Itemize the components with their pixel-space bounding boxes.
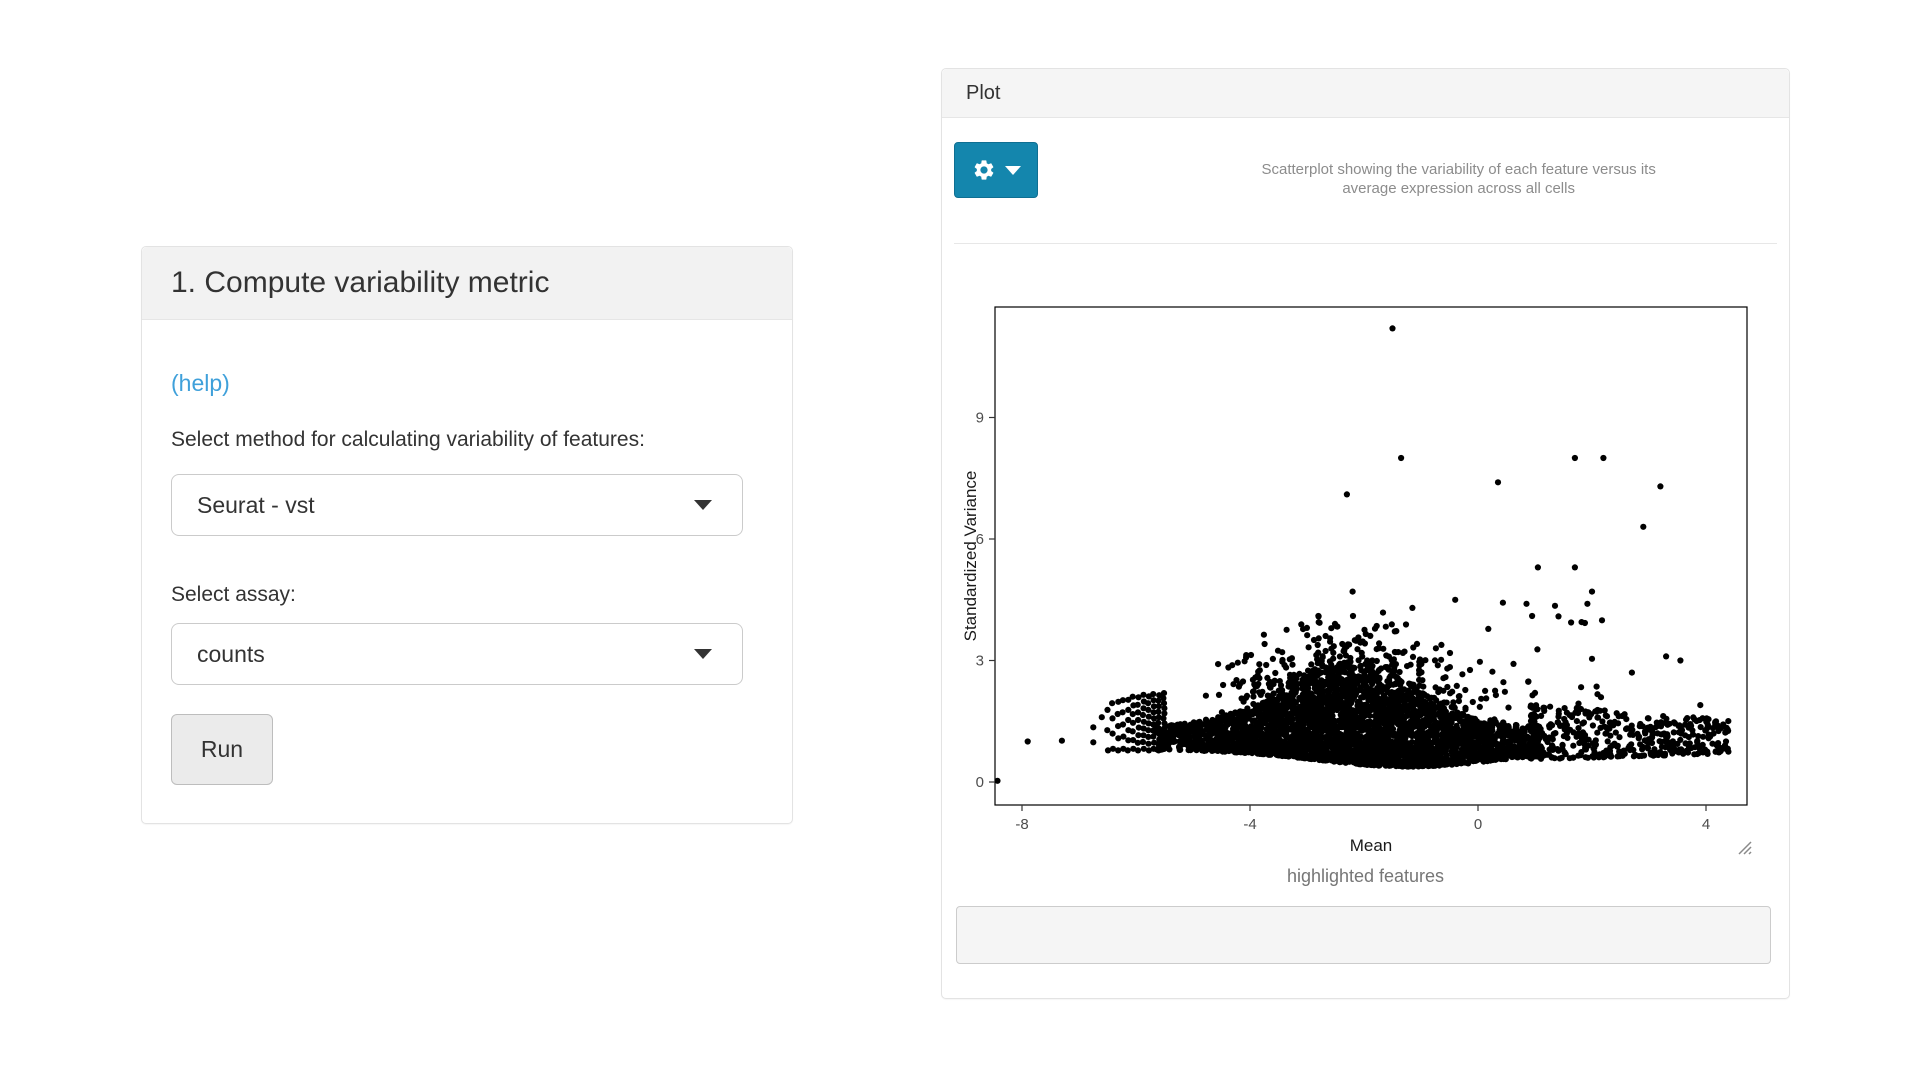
x-tick-label: 4 bbox=[1702, 816, 1710, 833]
plot-caption-line2: average expression across all cells bbox=[1342, 180, 1575, 197]
plot-panel-header: Plot bbox=[942, 69, 1789, 118]
compute-variability-panel: 1. Compute variability metric (help) Sel… bbox=[141, 246, 793, 824]
plot-panel-title: Plot bbox=[966, 81, 1001, 104]
assay-select[interactable]: counts bbox=[171, 623, 743, 685]
plot-panel-body: Scatterplot showing the variability of e… bbox=[942, 118, 1789, 999]
compute-variability-panel-header: 1. Compute variability metric bbox=[142, 247, 792, 320]
x-tick-label: -4 bbox=[1243, 816, 1256, 833]
resize-grip-icon[interactable] bbox=[1738, 841, 1752, 855]
divider bbox=[954, 243, 1777, 244]
scatter-points bbox=[995, 325, 1732, 784]
method-select-value: Seurat - vst bbox=[197, 491, 315, 518]
plot-caption: Scatterplot showing the variability of e… bbox=[1154, 160, 1764, 198]
assay-select-label: Select assay: bbox=[171, 583, 296, 606]
highlighted-features-input[interactable] bbox=[956, 906, 1771, 964]
caret-down-icon bbox=[1004, 165, 1021, 175]
x-tick-label: 0 bbox=[1474, 816, 1482, 833]
compute-variability-panel-body: (help) Select method for calculating var… bbox=[142, 320, 792, 823]
help-link[interactable]: (help) bbox=[171, 370, 230, 396]
gear-icon bbox=[972, 158, 996, 182]
method-select-label: Select method for calculating variabilit… bbox=[171, 428, 645, 451]
variable-features-scatterplot: -8 -4 0 4 0 3 6 9 Mean Standardized Variance bbox=[961, 282, 1769, 862]
assay-select-value: counts bbox=[197, 640, 265, 667]
caret-down-icon bbox=[694, 649, 712, 659]
y-tick-label: 9 bbox=[976, 410, 984, 427]
method-select[interactable]: Seurat - vst bbox=[171, 474, 743, 536]
caret-down-icon bbox=[694, 500, 712, 510]
run-button[interactable]: Run bbox=[171, 714, 273, 785]
y-tick-label: 6 bbox=[976, 531, 984, 548]
plot-options-dropdown-button[interactable] bbox=[954, 142, 1038, 198]
highlighted-features-label: highlighted features bbox=[1286, 866, 1445, 886]
x-tick-label: -8 bbox=[1015, 816, 1028, 833]
panel-title: 1. Compute variability metric bbox=[171, 266, 550, 299]
y-axis-title: Standardized Variance bbox=[962, 471, 980, 642]
x-axis-title: Mean bbox=[1350, 836, 1393, 855]
plot-panel: Plot Scatterplot showing the variability… bbox=[941, 68, 1790, 999]
plot-caption-line1: Scatterplot showing the variability of e… bbox=[1261, 161, 1656, 178]
y-tick-label: 3 bbox=[976, 653, 984, 670]
y-tick-label: 0 bbox=[976, 774, 984, 791]
